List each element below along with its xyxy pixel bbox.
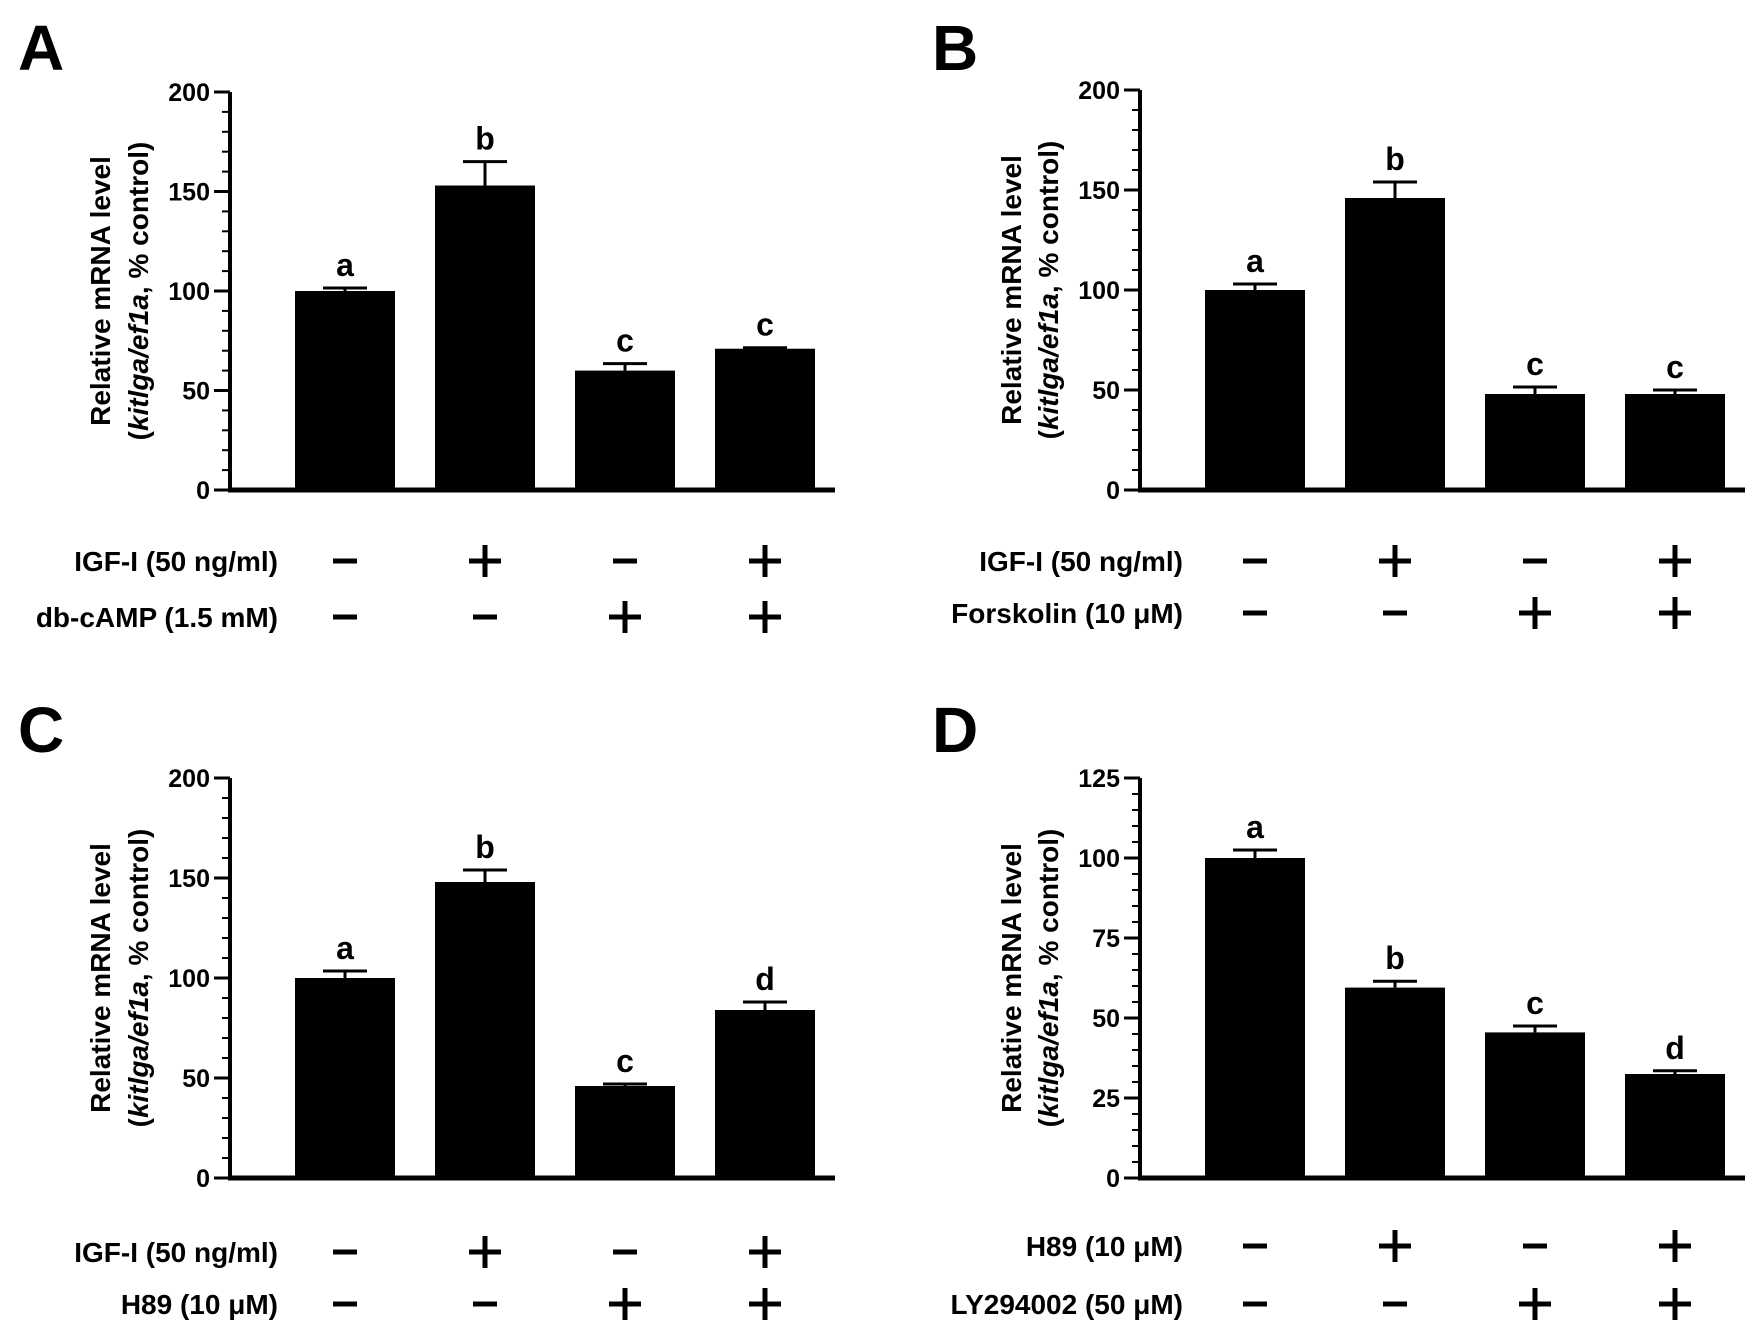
significance-letter: a [1246,809,1264,845]
y-tick-label: 150 [168,865,210,893]
bar [575,1086,675,1178]
significance-letter: d [1665,1030,1685,1066]
y-tick-label: 150 [1078,177,1120,205]
significance-letter: b [475,829,495,865]
significance-letter: b [475,121,495,157]
y-tick-label: 50 [182,378,210,406]
bar [1205,290,1305,490]
bar [1485,1032,1585,1178]
bar [1345,198,1445,490]
significance-letter: c [1526,346,1544,382]
y-tick-label: 25 [1092,1085,1120,1113]
significance-letter: a [1246,243,1264,279]
y-tick-label: 150 [168,179,210,207]
y-tick-label: 100 [1078,277,1120,305]
bar [1345,987,1445,1178]
y-axis-label-units: (kitlga/ef1a, % control) [1033,829,1064,1128]
bar [1625,394,1725,490]
y-tick-label: 125 [1078,765,1120,793]
panel-b: B 0 50 100 150 200 Relative mRNA level(kitlga/… [932,12,1745,629]
treatment-label: Forskolin (10 μM) [951,598,1183,629]
significance-letter: a [336,930,354,966]
bar [295,291,395,490]
significance-letter: c [616,323,634,359]
y-axis-label-units: (kitlga/ef1a, % control) [123,142,154,441]
y-tick-label: 0 [1106,477,1120,505]
bar [715,348,815,490]
y-tick-label: 50 [1092,377,1120,405]
significance-letter: d [755,961,775,997]
y-tick-label: 100 [1078,845,1120,873]
y-tick-label: 100 [168,965,210,993]
significance-letter: c [1526,985,1544,1021]
treatment-label: IGF-I (50 ng/ml) [74,1237,278,1268]
bar [1205,858,1305,1178]
y-axis-label-units: (kitlga/ef1a, % control) [1033,141,1064,440]
bar [715,1010,815,1178]
bar [435,185,535,490]
significance-letter: c [756,307,774,343]
treatment-label: LY294002 (50 μM) [951,1289,1183,1320]
significance-letter: c [1666,349,1684,385]
y-axis-label-units: (kitlga/ef1a, % control) [123,829,154,1128]
significance-letter: a [336,247,354,283]
y-tick-label: 50 [1092,1005,1120,1033]
bar [1625,1074,1725,1178]
y-tick-label: 0 [196,1165,210,1193]
y-axis-label: Relative mRNA level [85,843,116,1113]
treatment-label: IGF-I (50 ng/ml) [74,546,278,577]
treatment-label: H89 (10 μM) [121,1289,278,1320]
bar [575,370,675,490]
y-tick-label: 50 [182,1065,210,1093]
panel-letter: A [18,12,64,84]
treatment-label: H89 (10 μM) [1026,1231,1183,1262]
y-tick-label: 0 [196,477,210,505]
y-axis-label: Relative mRNA level [996,155,1027,425]
y-tick-label: 75 [1092,925,1120,953]
y-tick-label: 100 [168,278,210,306]
y-axis-label: Relative mRNA level [85,156,116,426]
y-tick-label: 200 [1078,77,1120,105]
treatment-label: db-cAMP (1.5 mM) [36,602,278,633]
panel-c: C 0 50 100 150 200 Relative mRNA level(kitlga/… [18,694,835,1320]
panel-letter: C [18,694,64,766]
significance-letter: b [1385,141,1405,177]
panel-a: A 0 50 100 150 200 Relative mRNA level(kitlga/… [18,12,835,633]
panel-letter: D [932,694,978,766]
bar [295,978,395,1178]
bar [1485,394,1585,490]
y-tick-label: 0 [1106,1165,1120,1193]
treatment-label: IGF-I (50 ng/ml) [979,546,1183,577]
y-tick-label: 200 [168,765,210,793]
panel-d: D 0 25 50 75 100 125 Relative mRNA level(kitlga… [932,694,1745,1320]
y-axis-label: Relative mRNA level [996,843,1027,1113]
significance-letter: c [616,1043,634,1079]
significance-letter: b [1385,940,1405,976]
panel-letter: B [932,12,978,84]
bar [435,882,535,1178]
y-tick-label: 200 [168,79,210,107]
